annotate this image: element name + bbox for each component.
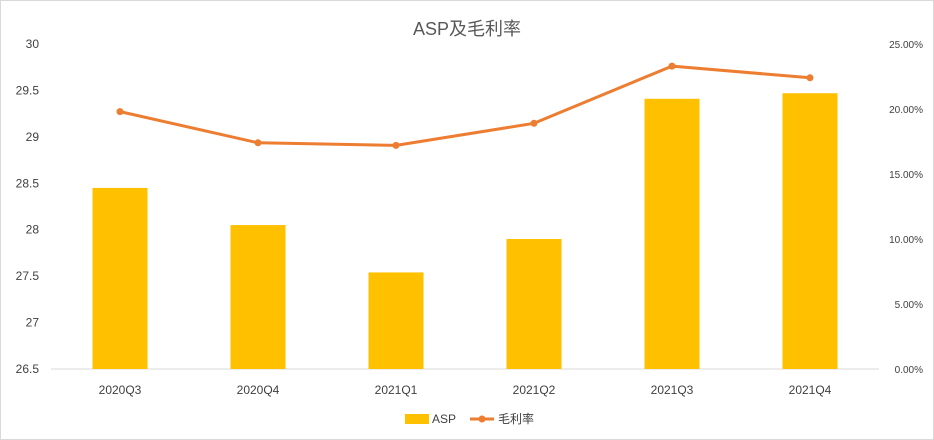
right-axis-ticks: 0.00% 5.00% 10.00% 15.00% 20.00% 25.00% <box>889 40 923 376</box>
margin-point <box>806 74 814 82</box>
x-tick-label: 2021Q3 <box>651 383 694 397</box>
legend-label-asp: ASP <box>432 412 456 426</box>
x-tick-label: 2021Q4 <box>789 383 832 397</box>
margin-line <box>119 64 811 147</box>
asp-bar <box>92 187 148 369</box>
x-tick-label: 2021Q1 <box>375 383 418 397</box>
right-tick-label: 20.00% <box>889 105 923 116</box>
left-tick-label: 29.5 <box>16 83 40 97</box>
left-tick-label: 28 <box>26 223 40 237</box>
left-axis-ticks: 26.5 27 27.5 28 28.5 29 29.5 30 <box>16 37 40 376</box>
legend-swatch-asp <box>405 414 429 424</box>
left-tick-label: 27 <box>26 316 40 330</box>
asp-bar <box>230 225 286 369</box>
margin-point <box>254 139 262 147</box>
right-tick-label: 10.00% <box>889 235 923 246</box>
legend-swatch-margin-marker <box>478 415 486 423</box>
asp-bars <box>92 93 838 370</box>
asp-bar <box>368 272 424 369</box>
left-tick-label: 26.5 <box>16 362 40 376</box>
left-tick-label: 30 <box>26 37 40 51</box>
margin-line-series <box>116 62 814 149</box>
margin-point <box>116 108 124 116</box>
x-tick-label: 2020Q3 <box>99 383 142 397</box>
legend: ASP 毛利率 <box>405 411 534 426</box>
asp-bar <box>644 98 700 370</box>
chart-title: ASP及毛利率 <box>413 19 521 39</box>
right-tick-label: 25.00% <box>889 40 923 51</box>
x-tick-label: 2021Q2 <box>513 383 556 397</box>
margin-point <box>668 62 676 70</box>
asp-bar <box>782 93 838 369</box>
legend-label-margin: 毛利率 <box>498 411 534 426</box>
left-tick-label: 29 <box>26 130 40 144</box>
margin-point <box>530 119 538 127</box>
x-tick-label: 2020Q4 <box>237 383 280 397</box>
right-tick-label: 5.00% <box>895 300 923 311</box>
right-tick-label: 15.00% <box>889 170 923 181</box>
x-axis-ticks: 2020Q3 2020Q4 2021Q1 2021Q2 2021Q3 2021Q4 <box>99 383 832 397</box>
margin-point <box>392 141 400 149</box>
left-tick-label: 27.5 <box>16 269 40 283</box>
left-tick-label: 28.5 <box>16 176 40 190</box>
asp-bar <box>506 239 562 369</box>
right-tick-label: 0.00% <box>895 365 923 376</box>
